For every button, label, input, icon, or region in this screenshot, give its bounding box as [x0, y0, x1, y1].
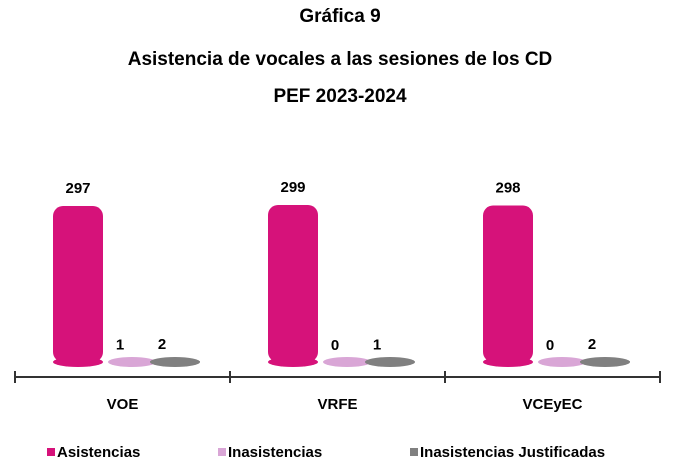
bar	[483, 205, 533, 362]
legend-label: Inasistencias Justificadas	[420, 444, 605, 461]
bar	[268, 205, 318, 362]
data-label: 297	[65, 180, 90, 197]
data-label: 0	[546, 337, 554, 354]
data-label: 2	[588, 336, 596, 353]
bar-base	[323, 357, 371, 367]
legend-swatch	[218, 448, 226, 456]
bar	[108, 361, 156, 362]
chart-title: PEF 2023-2024	[273, 86, 407, 107]
x-tick-label: VOE	[107, 396, 139, 413]
data-label: 298	[495, 179, 520, 196]
chart-title: Gráfica 9	[299, 6, 380, 27]
x-tick-label: VCEyEC	[522, 396, 582, 413]
bar	[150, 360, 200, 362]
bar	[365, 361, 415, 362]
bar	[580, 360, 630, 362]
x-tick-label: VRFE	[317, 396, 357, 413]
data-label: 0	[331, 337, 339, 354]
data-label: 2	[158, 336, 166, 353]
data-label: 299	[280, 179, 305, 196]
legend-label: Asistencias	[57, 444, 140, 461]
legend-swatch	[47, 448, 55, 456]
legend-swatch	[410, 448, 418, 456]
bar	[53, 206, 103, 362]
data-label: 1	[373, 336, 381, 353]
bar-base	[538, 357, 586, 367]
data-label: 1	[116, 336, 124, 353]
chart-title: Asistencia de vocales a las sesiones de …	[128, 49, 553, 70]
legend-label: Inasistencias	[228, 444, 322, 461]
